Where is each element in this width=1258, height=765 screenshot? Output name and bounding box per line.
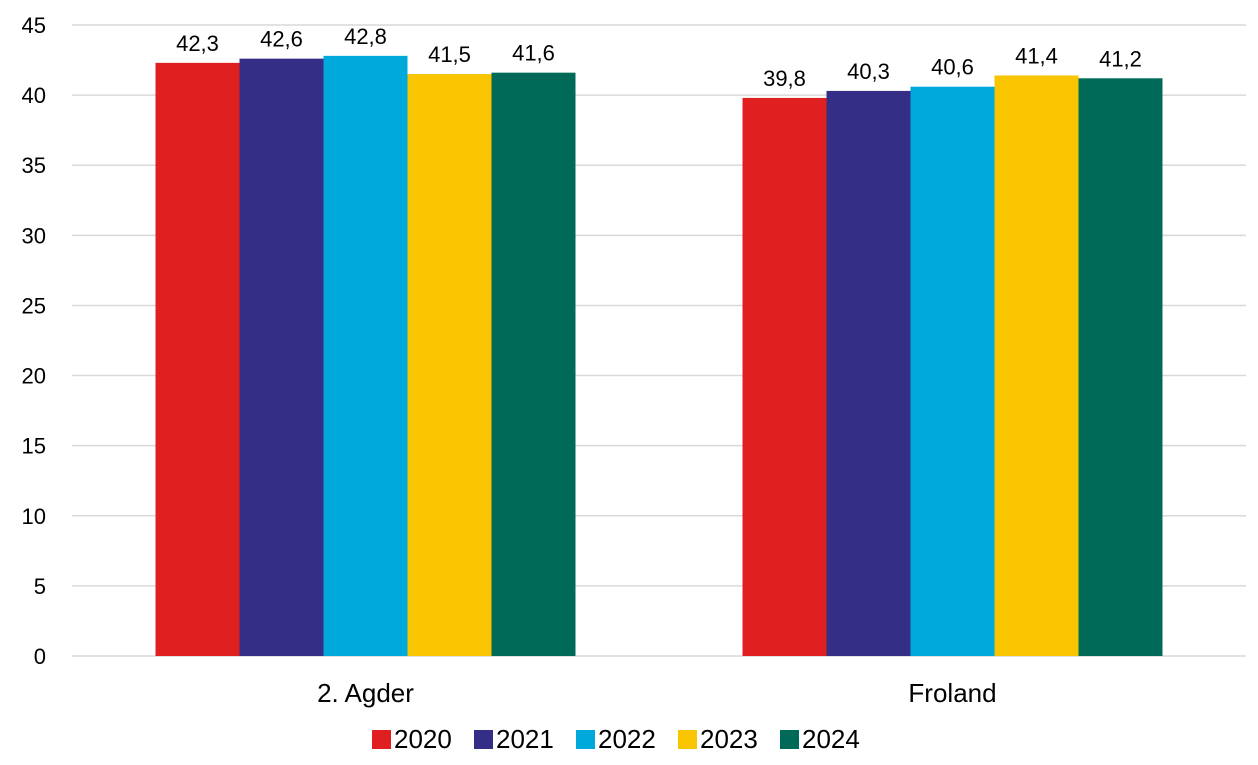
- legend-swatch: [678, 730, 697, 749]
- legend-label: 2022: [598, 724, 656, 754]
- bar-2020-froland: [742, 97, 827, 657]
- y-tick-label: 30: [22, 223, 46, 248]
- bar-2022-agder: [323, 55, 408, 657]
- data-label: 42,8: [344, 24, 387, 49]
- data-label: 40,3: [847, 59, 890, 84]
- y-tick-label: 0: [34, 644, 46, 669]
- y-axis-tick-labels: 0 5 10 15 20 25 30 35 40 45: [22, 13, 46, 669]
- bar-2023-agder: [407, 74, 492, 657]
- category-label: Froland: [908, 678, 996, 708]
- legend-label: 2024: [802, 724, 860, 754]
- bar-2024-agder: [491, 72, 576, 657]
- legend-item-2024: 2024: [780, 724, 860, 754]
- y-tick-label: 25: [22, 293, 46, 318]
- legend-swatch: [474, 730, 493, 749]
- data-label: 42,6: [260, 27, 303, 52]
- bars: [155, 55, 1163, 657]
- bar-2022-froland: [910, 86, 995, 657]
- bar-2021-froland: [826, 90, 911, 657]
- y-tick-label: 45: [22, 13, 46, 38]
- legend-label: 2020: [394, 724, 452, 754]
- bar-2020-agder: [155, 62, 240, 657]
- legend-swatch: [576, 730, 595, 749]
- y-tick-label: 5: [34, 574, 46, 599]
- y-tick-label: 40: [22, 83, 46, 108]
- legend: 2020 2021 2022 2023 2024: [372, 724, 860, 754]
- legend-label: 2021: [496, 724, 554, 754]
- bar-2024-froland: [1078, 78, 1163, 657]
- category-label: 2. Agder: [317, 678, 414, 708]
- data-labels: 42,3 42,6 42,8 41,5 41,6 39,8 40,3 40,6 41,4 41,2: [176, 24, 1142, 91]
- legend-item-2021: 2021: [474, 724, 554, 754]
- data-label: 40,6: [931, 55, 974, 80]
- bar-2023-froland: [994, 75, 1079, 657]
- data-label: 41,5: [428, 42, 471, 67]
- data-label: 41,4: [1015, 43, 1058, 68]
- data-label: 41,2: [1099, 46, 1142, 71]
- legend-swatch: [780, 730, 799, 749]
- legend-item-2020: 2020: [372, 724, 452, 754]
- y-tick-label: 15: [22, 434, 46, 459]
- y-tick-label: 10: [22, 504, 46, 529]
- bar-2021-agder: [239, 58, 324, 657]
- legend-item-2022: 2022: [576, 724, 656, 754]
- legend-label: 2023: [700, 724, 758, 754]
- category-labels: 2. Agder Froland: [317, 678, 997, 708]
- data-label: 39,8: [763, 66, 806, 91]
- data-label: 41,6: [512, 41, 555, 66]
- legend-item-2023: 2023: [678, 724, 758, 754]
- y-tick-label: 20: [22, 364, 46, 389]
- data-label: 42,3: [176, 31, 219, 56]
- legend-swatch: [372, 730, 391, 749]
- y-tick-label: 35: [22, 153, 46, 178]
